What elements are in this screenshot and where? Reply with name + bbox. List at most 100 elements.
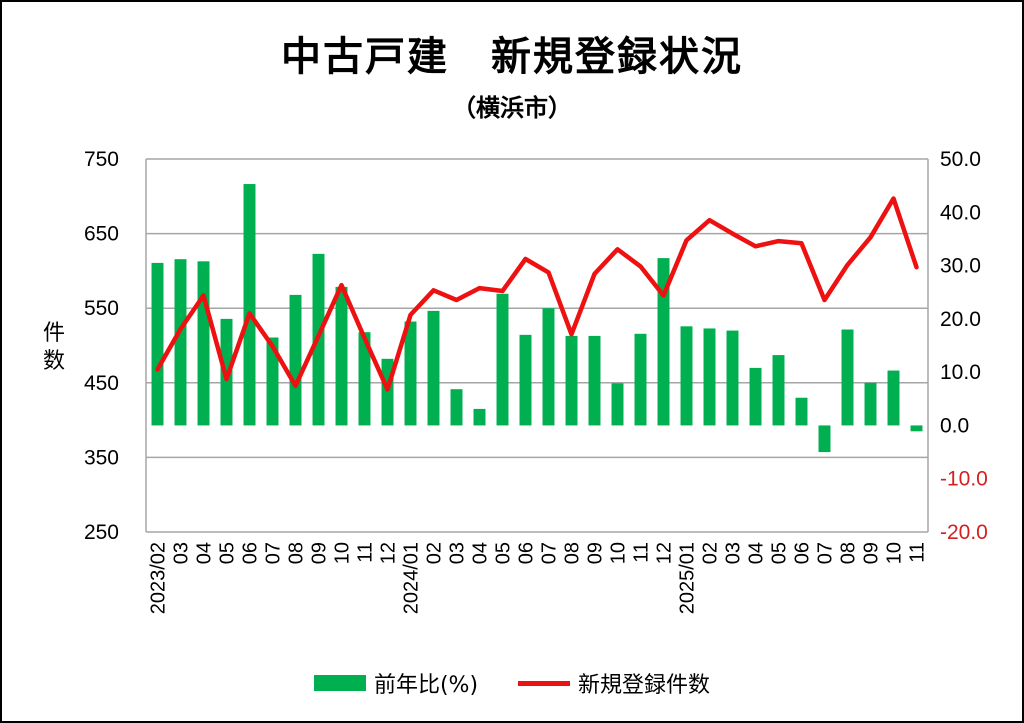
x-tick-label: 07	[815, 542, 837, 564]
x-tick-label: 05	[769, 542, 791, 564]
x-tick-label: 03	[723, 542, 745, 564]
x-tick-label: 02	[424, 542, 446, 564]
legend: 前年比(%) 新規登録件数	[2, 666, 1022, 700]
x-axis-ticks: 2023/02 03 04 05 06 07 08 09 10 11 12 2024/01 02 03 04…	[148, 542, 929, 614]
bar	[703, 328, 716, 426]
left-axis-title: 件数	[43, 321, 65, 374]
line-series	[155, 196, 919, 392]
left-tick-label: 250	[84, 521, 119, 544]
bar	[450, 389, 463, 426]
bar	[910, 425, 923, 432]
legend-item-bar: 前年比(%)	[313, 667, 479, 699]
bar	[381, 358, 394, 426]
legend-item-line: 新規登録件数	[518, 667, 710, 699]
bar	[611, 383, 624, 426]
chart-subtitle: （横浜市）	[452, 94, 572, 122]
bar	[864, 382, 877, 426]
right-tick-label: 30.0	[940, 255, 981, 278]
gridlines	[146, 158, 928, 533]
bar	[496, 293, 509, 426]
legend-label-line: 新規登録件数	[578, 673, 711, 698]
bar	[519, 334, 532, 426]
bar	[174, 259, 187, 426]
x-tick-label: 02	[700, 542, 722, 564]
axes	[145, 159, 929, 532]
bar	[818, 425, 831, 453]
right-tick-label: 0.0	[940, 414, 969, 437]
x-tick-label: 10	[884, 542, 906, 564]
x-tick-label: 04	[746, 542, 768, 564]
chart-svg: 250 350 450 550 650 750 -20.0 -10.0 0.0 10.0 20.0…	[43, 148, 988, 614]
chart-title: 中古戸建 新規登録状況	[281, 34, 743, 80]
x-tick-label: 09	[861, 542, 883, 564]
right-tick-label: 40.0	[940, 201, 981, 224]
bar	[289, 294, 302, 426]
x-tick-label: 03	[171, 542, 193, 564]
x-tick-label: 11	[907, 542, 929, 563]
bar	[542, 308, 555, 426]
bar	[841, 329, 854, 426]
left-tick-label: 650	[84, 223, 119, 246]
x-tick-label: 10	[332, 542, 354, 564]
bar	[749, 367, 762, 426]
bar	[795, 397, 808, 426]
x-tick-label: 05	[493, 542, 515, 564]
bar	[197, 261, 210, 426]
x-tick-label: 09	[585, 542, 607, 564]
x-tick-label: 2025/01	[677, 542, 699, 614]
bar	[473, 408, 486, 426]
legend-swatch-bar	[313, 675, 366, 691]
legend-swatch-line	[518, 680, 571, 686]
x-tick-label: 12	[654, 542, 676, 564]
x-tick-label: 03	[447, 542, 469, 564]
left-tick-label: 750	[84, 148, 119, 171]
bar	[404, 321, 417, 426]
x-tick-label: 06	[516, 542, 538, 564]
left-axis-ticks: 250 350 450 550 650 750	[84, 148, 119, 544]
x-tick-label: 11	[355, 542, 377, 563]
right-tick-label: 50.0	[940, 148, 981, 171]
right-tick-label: -20.0	[940, 521, 988, 544]
bar-series	[151, 184, 923, 453]
bar	[772, 355, 785, 426]
right-tick-label: -10.0	[940, 468, 988, 491]
bar	[243, 184, 256, 426]
bar	[565, 335, 578, 426]
x-tick-label: 10	[608, 542, 630, 564]
bar	[151, 262, 164, 426]
x-tick-label: 07	[539, 542, 561, 564]
x-tick-label: 07	[263, 542, 285, 564]
line-path	[155, 196, 919, 392]
right-tick-label: 10.0	[940, 361, 981, 384]
bar	[887, 370, 900, 426]
x-tick-label: 2024/01	[401, 542, 423, 614]
bar	[427, 310, 440, 426]
right-tick-label: 20.0	[940, 308, 981, 331]
bar	[588, 335, 601, 426]
x-tick-label: 08	[838, 542, 860, 564]
left-tick-label: 450	[84, 372, 119, 395]
x-tick-label: 04	[470, 542, 492, 564]
bar	[634, 333, 647, 426]
x-tick-label: 04	[194, 542, 216, 564]
x-tick-label: 09	[309, 542, 331, 564]
x-tick-label: 06	[792, 542, 814, 564]
x-tick-label: 05	[217, 542, 239, 564]
left-tick-label: 350	[84, 446, 119, 469]
right-axis-ticks: -20.0 -10.0 0.0 10.0 20.0 30.0 40.0 50.0	[940, 148, 988, 544]
left-tick-label: 550	[84, 297, 119, 320]
x-tick-label: 12	[378, 542, 400, 564]
bar	[358, 332, 371, 426]
x-tick-label: 06	[240, 542, 262, 564]
bar	[726, 330, 739, 426]
bar	[266, 337, 279, 426]
bar	[680, 326, 693, 426]
legend-label-bar: 前年比(%)	[373, 673, 479, 698]
left-axis-label: 件数	[43, 321, 65, 374]
bar	[335, 286, 348, 426]
x-tick-label: 11	[631, 542, 653, 563]
x-tick-label: 08	[562, 542, 584, 564]
x-tick-label: 08	[286, 542, 308, 564]
x-tick-label: 2023/02	[148, 542, 170, 614]
